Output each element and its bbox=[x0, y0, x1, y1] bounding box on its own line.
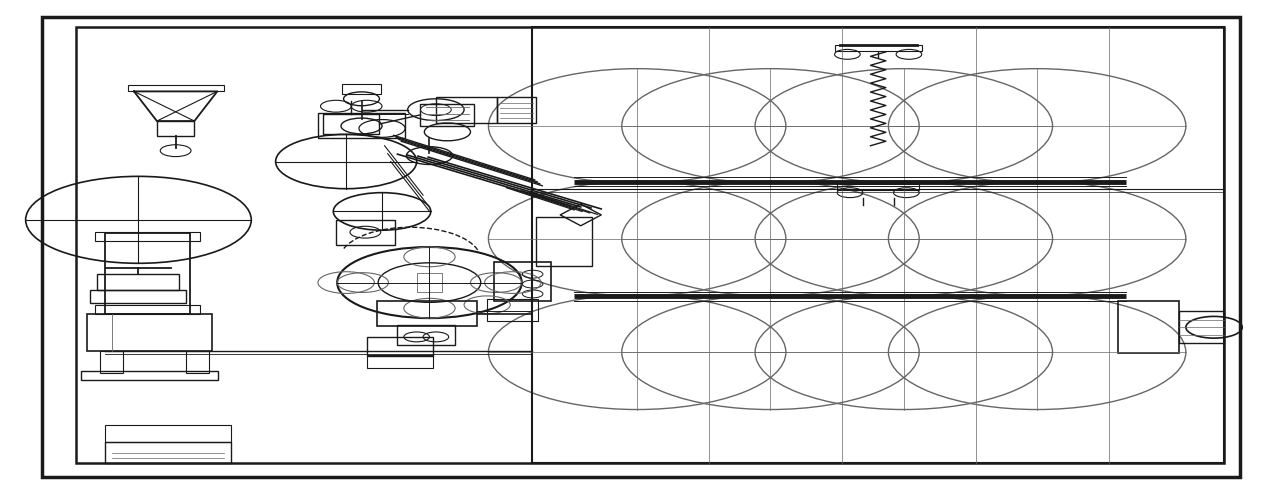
Bar bbox=[87, 314, 212, 351]
Bar bbox=[97, 274, 179, 290]
Bar bbox=[487, 299, 538, 321]
Bar bbox=[367, 355, 433, 368]
Bar bbox=[128, 85, 224, 91]
Bar bbox=[837, 183, 919, 190]
Bar bbox=[420, 104, 474, 126]
Bar bbox=[100, 351, 123, 373]
Bar bbox=[377, 301, 477, 326]
Bar bbox=[318, 113, 405, 138]
Bar bbox=[105, 425, 231, 442]
Bar bbox=[105, 233, 190, 314]
Bar bbox=[1179, 311, 1224, 343]
Bar bbox=[105, 442, 231, 463]
Bar bbox=[497, 97, 536, 123]
Bar bbox=[336, 220, 395, 245]
Bar bbox=[417, 273, 442, 292]
Bar bbox=[76, 27, 1224, 463]
Bar bbox=[156, 121, 195, 136]
Bar bbox=[397, 325, 455, 345]
Bar bbox=[1118, 301, 1179, 353]
Bar bbox=[536, 217, 592, 266]
Bar bbox=[186, 351, 209, 373]
Bar bbox=[95, 232, 200, 241]
Bar bbox=[436, 97, 497, 123]
Bar bbox=[81, 370, 218, 380]
Bar bbox=[90, 290, 186, 303]
Bar bbox=[342, 84, 381, 94]
Bar bbox=[835, 45, 922, 51]
Bar bbox=[323, 114, 379, 134]
Bar bbox=[532, 27, 1224, 463]
Bar bbox=[494, 262, 551, 301]
Bar bbox=[95, 305, 200, 314]
Bar bbox=[367, 337, 433, 356]
